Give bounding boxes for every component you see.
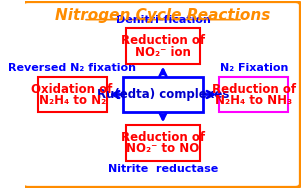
FancyBboxPatch shape <box>219 77 288 112</box>
FancyBboxPatch shape <box>126 125 200 161</box>
Text: Reduction of: Reduction of <box>212 83 296 96</box>
Text: Reduction of: Reduction of <box>121 34 205 47</box>
Text: NO₂⁻ ion: NO₂⁻ ion <box>135 46 191 59</box>
FancyBboxPatch shape <box>38 77 106 112</box>
Text: Nitrite  reductase: Nitrite reductase <box>108 164 218 174</box>
FancyBboxPatch shape <box>126 28 200 64</box>
Text: Nitrogen Cycle Reactions: Nitrogen Cycle Reactions <box>55 8 271 23</box>
Text: NO₂⁻ to NO: NO₂⁻ to NO <box>126 142 200 155</box>
FancyBboxPatch shape <box>123 77 203 112</box>
Text: Ru(edta) complexes: Ru(edta) complexes <box>97 88 229 101</box>
Text: Oxidation of: Oxidation of <box>31 83 113 96</box>
Text: N₂ Fixation: N₂ Fixation <box>219 64 288 74</box>
Text: Reversed N₂ fixation: Reversed N₂ fixation <box>8 64 136 74</box>
Text: Reduction of: Reduction of <box>121 131 205 144</box>
Text: N₂H₄ to N₂: N₂H₄ to N₂ <box>39 94 106 107</box>
FancyBboxPatch shape <box>22 1 301 188</box>
Text: Denitri-fication: Denitri-fication <box>116 15 210 25</box>
Text: N₂H₄ to NH₃: N₂H₄ to NH₃ <box>215 94 292 107</box>
